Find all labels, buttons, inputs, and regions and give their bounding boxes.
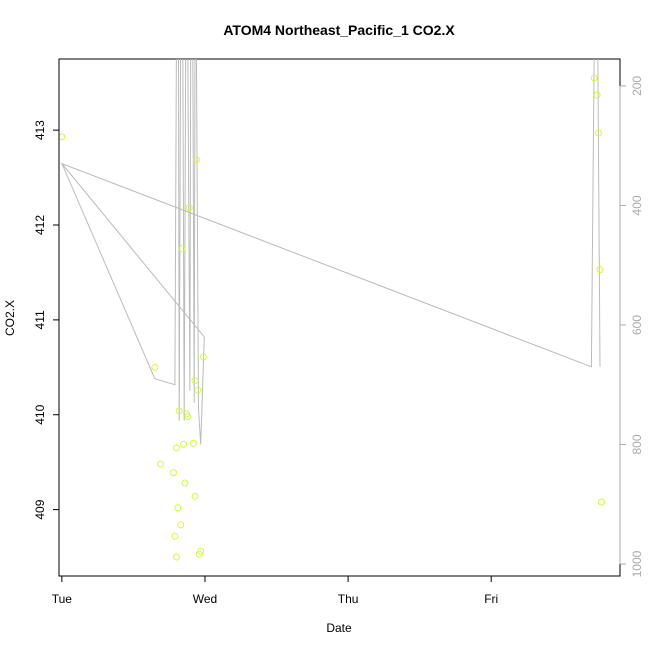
data-point <box>200 353 207 361</box>
data-point <box>178 245 186 253</box>
data-point <box>59 133 66 141</box>
data-point <box>174 504 182 512</box>
y-axis: 409 410 411 412 413 <box>33 120 60 520</box>
data-point <box>197 547 205 555</box>
x-axis-label: Date <box>326 621 352 635</box>
data-point <box>175 407 183 415</box>
data-point <box>170 469 177 477</box>
x-tick-label: Wed <box>193 592 217 606</box>
y-axis-label: CO2.X <box>3 300 17 336</box>
y-tick-label: 411 <box>33 310 47 329</box>
y2-tick-label: 400 <box>630 195 644 215</box>
x-axis: Tue Wed Thu Fri <box>52 575 498 606</box>
data-point <box>181 479 189 487</box>
y2-tick-label: 200 <box>630 76 644 96</box>
y-tick-label: 412 <box>33 215 47 235</box>
y2-tick-label: 1000 <box>630 550 644 577</box>
y-tick-label: 409 <box>33 499 47 519</box>
data-point <box>185 204 193 212</box>
data-point <box>192 156 200 164</box>
data-point <box>172 444 180 452</box>
series-line <box>60 59 601 445</box>
data-point <box>177 521 185 529</box>
line-layer <box>60 59 601 445</box>
data-point <box>151 363 159 371</box>
data-point <box>180 440 187 448</box>
data-point <box>190 439 197 447</box>
data-point <box>597 498 605 506</box>
y-tick-label: 413 <box>33 120 47 140</box>
chart-title: ATOM4 Northeast_Pacific_1 CO2.X <box>223 22 455 38</box>
x-tick-label: Fri <box>484 592 498 606</box>
y2-axis: 200 400 600 800 1000 <box>619 76 644 577</box>
plot-frame <box>58 58 621 577</box>
data-point <box>172 553 180 561</box>
y2-tick-label: 800 <box>630 434 644 454</box>
data-point <box>593 91 601 99</box>
data-point <box>191 492 199 500</box>
data-point <box>157 460 165 468</box>
data-point <box>171 532 179 540</box>
data-point <box>191 377 199 385</box>
y-tick-label: 410 <box>33 404 47 424</box>
data-point <box>590 74 598 82</box>
data-point <box>596 266 604 274</box>
data-point <box>194 386 202 394</box>
data-point <box>184 413 192 421</box>
x-tick-label: Tue <box>52 592 73 606</box>
data-point <box>595 129 602 137</box>
x-tick-label: Thu <box>338 592 359 606</box>
y2-tick-label: 600 <box>630 315 644 335</box>
points-layer <box>59 74 605 561</box>
